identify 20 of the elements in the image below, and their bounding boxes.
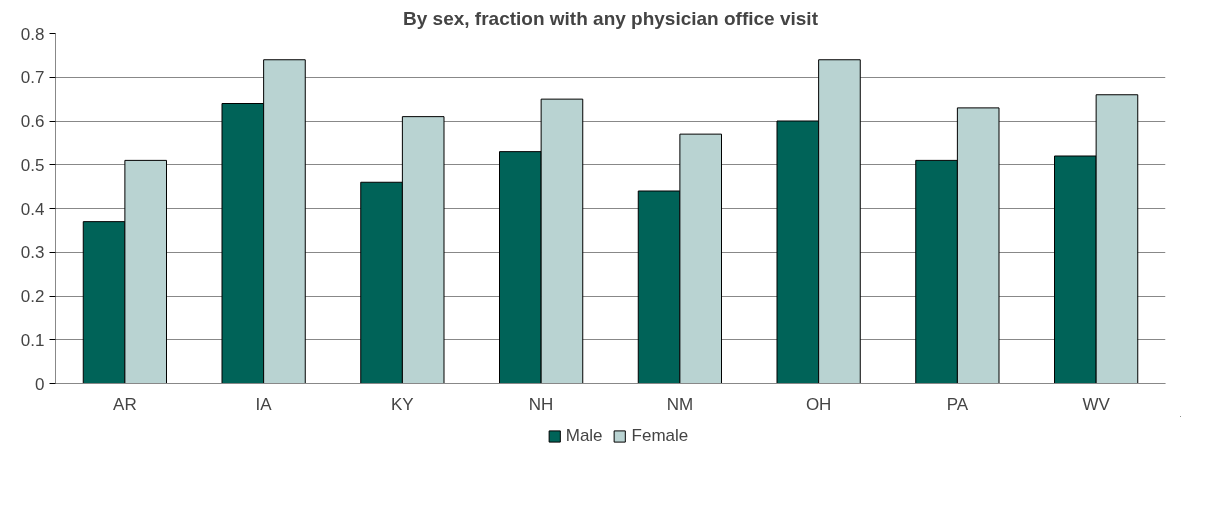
- x-tick-label: KY: [391, 394, 414, 414]
- legend-label: Female: [631, 426, 689, 446]
- x-tick-label: AR: [113, 394, 137, 414]
- y-tick-label: 0: [35, 374, 45, 394]
- y-tick-label: 0.5: [20, 155, 45, 175]
- legend-label: Male: [565, 426, 603, 446]
- y-tick-label: 0.6: [20, 112, 45, 131]
- chart-title: By sex, fraction with any physician office visit: [403, 7, 819, 29]
- x-tick-label: IA: [255, 394, 273, 414]
- x-tick-label: NH: [528, 394, 554, 414]
- x-tick-label: PA: [946, 394, 969, 414]
- y-tick-label: 0.3: [20, 243, 45, 263]
- x-tick-label: WV: [1082, 394, 1111, 414]
- x-tick-label: OH: [805, 394, 832, 414]
- y-tick-label: 0.2: [20, 287, 45, 306]
- y-tick-label: 0.7: [20, 68, 45, 88]
- x-tick-label: NM: [666, 394, 694, 414]
- y-tick-label: 0.1: [20, 330, 45, 350]
- y-tick-label: 0.4: [20, 199, 45, 219]
- y-tick-label: 0.8: [20, 24, 45, 44]
